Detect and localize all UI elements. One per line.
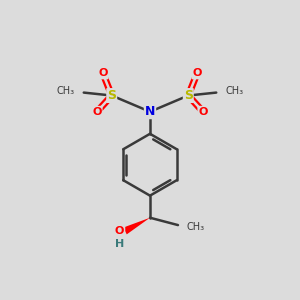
Text: H: H [115, 239, 124, 249]
Polygon shape [123, 218, 150, 234]
Text: N: N [145, 105, 155, 118]
Text: O: O [115, 226, 124, 236]
Text: O: O [98, 68, 108, 78]
Text: O: O [192, 68, 202, 78]
Text: O: O [198, 107, 208, 117]
Text: S: S [107, 89, 116, 102]
Text: S: S [184, 89, 193, 102]
Text: CH₃: CH₃ [187, 222, 205, 232]
Text: O: O [92, 107, 102, 117]
Text: CH₃: CH₃ [56, 86, 74, 96]
Text: CH₃: CH₃ [226, 86, 244, 96]
